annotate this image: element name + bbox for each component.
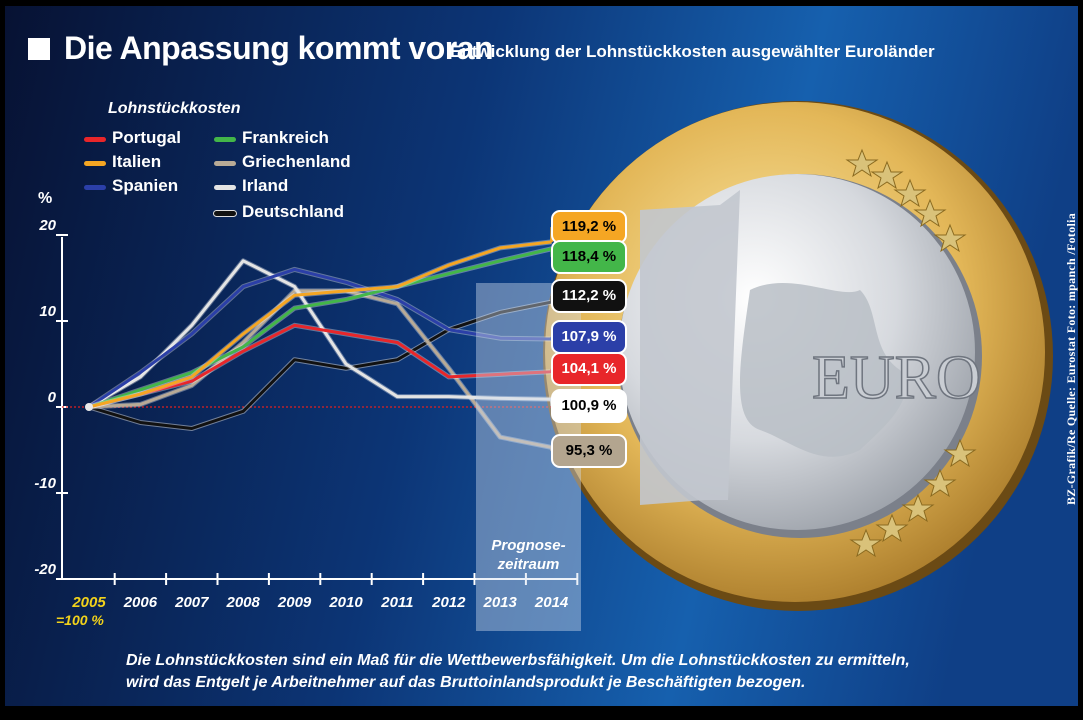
- y-tick-label: 0: [47, 389, 56, 406]
- chart-series: [85, 226, 554, 452]
- footer-line2: wird das Entgelt je Arbeitnehmer auf das…: [126, 674, 806, 691]
- legend-swatch: [84, 161, 106, 166]
- legend-label: Deutschland: [242, 202, 345, 221]
- forecast-label: Prognose- zeitraum: [476, 536, 581, 574]
- x-tick-label: 2007: [175, 594, 209, 611]
- end-label-deutschland: 112,2 %: [551, 279, 627, 313]
- legend-label: Italien: [112, 152, 162, 171]
- base-year-note: =100 %: [56, 612, 104, 628]
- forecast-label-line2: zeitraum: [497, 556, 560, 573]
- x-tick-label: 2013: [483, 594, 517, 611]
- series-line-italien: [88, 240, 552, 409]
- euro-coin: EURO 1: [543, 101, 1053, 611]
- forecast-label-line1: Prognose-: [491, 537, 566, 554]
- legend-swatch: [214, 161, 236, 166]
- x-tick-label: 2009: [277, 594, 312, 611]
- title-marker: [28, 38, 50, 60]
- x-tick-label: 2014: [534, 594, 569, 611]
- page-subtitle: Entwicklung der Lohnstückkosten ausgewäh…: [450, 42, 935, 61]
- end-label-griechenland: 95,3 %: [551, 434, 627, 468]
- legend-swatch: [214, 211, 236, 216]
- end-label-frankreich: 118,4 %: [551, 240, 627, 274]
- y-tick-label: -20: [34, 561, 56, 578]
- x-tick-label: 2012: [432, 594, 466, 611]
- legend-swatch: [214, 137, 236, 142]
- x-tick-label: 2011: [381, 594, 414, 611]
- legend-swatch: [84, 137, 106, 142]
- legend-label: Griechenland: [242, 152, 351, 171]
- legend-label: Portugal: [112, 128, 181, 147]
- legend-swatch: [214, 185, 236, 190]
- series-line-spanien: [88, 267, 552, 409]
- footer-note: Die Lohnstückkosten sind ein Maß für die…: [126, 650, 910, 694]
- source-credit: BZ-Grafik/Re Quelle: Eurostat Foto: mpan…: [1064, 212, 1078, 505]
- end-label-spanien: 107,9 %: [551, 320, 627, 354]
- y-tick-label: 20: [39, 217, 56, 234]
- series-line-irland: [88, 259, 552, 409]
- x-tick-label: 2010: [329, 594, 363, 611]
- legend-label: Spanien: [112, 176, 179, 195]
- legend-title: Lohnstückkosten: [108, 100, 241, 117]
- series-line-griechenland: [88, 289, 552, 449]
- legend-label: Frankreich: [242, 128, 329, 147]
- x-tick-label: 2006: [123, 594, 158, 611]
- end-label-irland: 100,9 %: [551, 389, 627, 423]
- legend-label: Irland: [242, 176, 289, 195]
- x-tick-label: 2005: [72, 594, 106, 611]
- chart-axes: [56, 234, 579, 585]
- y-axis-unit: %: [38, 190, 53, 207]
- series-line-frankreich: [88, 247, 552, 409]
- end-label-italien: 119,2 %: [551, 210, 627, 244]
- series-line-portugal: [88, 323, 552, 409]
- footer-line1: Die Lohnstückkosten sind ein Maß für die…: [126, 652, 910, 669]
- y-tick-label: -10: [34, 475, 56, 492]
- page-title: Die Anpassung kommt voran: [64, 30, 494, 66]
- legend-swatch: [84, 185, 106, 190]
- y-tick-label: 10: [39, 303, 56, 320]
- origin-point: [85, 403, 93, 411]
- series-line-deutschland: [88, 300, 552, 430]
- coin-euro-text: EURO: [812, 344, 981, 412]
- end-label-portugal: 104,1 %: [551, 352, 627, 386]
- x-tick-label: 2008: [226, 594, 260, 611]
